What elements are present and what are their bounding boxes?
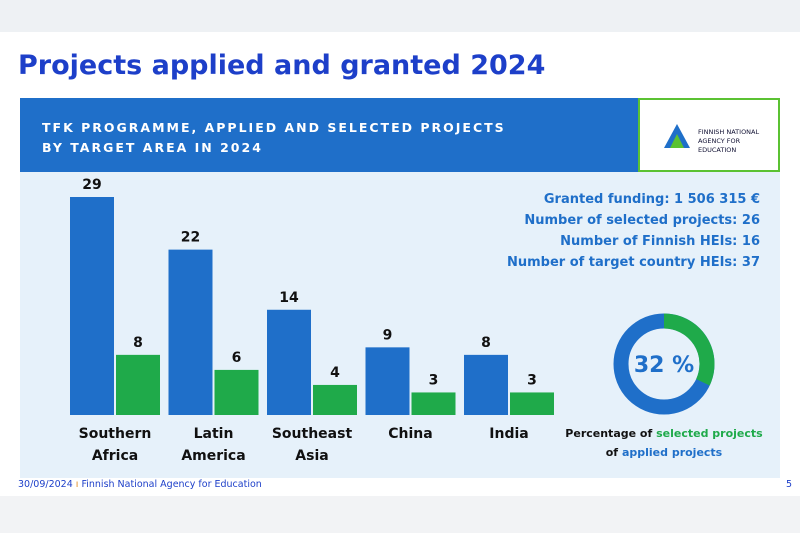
panel-header bbox=[20, 98, 640, 172]
logo-line: FINNISH NATIONAL bbox=[698, 128, 760, 136]
value-label: 8 bbox=[133, 335, 143, 351]
value-label: 3 bbox=[429, 372, 439, 388]
bar bbox=[214, 369, 259, 415]
value-label: 22 bbox=[181, 230, 200, 246]
stat-line: Number of target country HEIs: 37 bbox=[506, 255, 760, 270]
donut-caption: Percentage of selected projects of appli… bbox=[564, 424, 764, 462]
donut-label: 32 % bbox=[634, 353, 694, 378]
footer-organisation: Finnish National Agency for Education bbox=[81, 479, 262, 490]
value-label: 4 bbox=[330, 365, 340, 381]
footer: 30/09/2024 ı Finnish National Agency for… bbox=[18, 479, 262, 490]
category-label: India bbox=[489, 426, 529, 442]
caption-text: applied projects bbox=[621, 446, 723, 459]
bottom-strip bbox=[0, 496, 800, 533]
footer-separator: ı bbox=[75, 479, 79, 490]
bar bbox=[267, 309, 311, 415]
stat-line: Granted funding: 1 506 315 € bbox=[543, 192, 760, 207]
value-label: 6 bbox=[232, 350, 242, 366]
panel-title-line: BY TARGET AREA IN 2024 bbox=[42, 140, 263, 155]
bar bbox=[510, 392, 554, 415]
value-label: 3 bbox=[527, 372, 537, 388]
caption-text: of bbox=[605, 446, 619, 459]
caption-text: Percentage of bbox=[565, 427, 653, 440]
page-number: 5 bbox=[786, 479, 793, 490]
logo-text: FINNISH NATIONAL AGENCY FOR EDUCATION bbox=[698, 128, 778, 155]
panel-title-line: TFK PROGRAMME, APPLIED AND SELECTED PROJ… bbox=[42, 120, 506, 135]
donut-arc bbox=[663, 313, 715, 386]
bar bbox=[116, 354, 160, 415]
footer-date: 30/09/2024 bbox=[18, 479, 73, 490]
value-label: 8 bbox=[481, 335, 491, 351]
category-label: Southern Africa bbox=[78, 426, 152, 464]
caption-text: selected projects bbox=[656, 427, 763, 440]
logo-line: AGENCY FOR EDUCATION bbox=[698, 137, 741, 154]
category-label: Southeast Asia bbox=[271, 426, 353, 464]
bar bbox=[168, 249, 213, 415]
slide-title: Projects applied and granted 2024 bbox=[18, 50, 546, 81]
top-strip bbox=[0, 0, 800, 32]
category-label: China bbox=[388, 426, 433, 442]
logo-box: FINNISH NATIONAL AGENCY FOR EDUCATION bbox=[638, 98, 780, 172]
logo-icon bbox=[664, 124, 690, 148]
value-label: 14 bbox=[279, 290, 299, 306]
stat-line: Number of selected projects: 26 bbox=[524, 213, 760, 228]
bar bbox=[464, 354, 508, 415]
value-label: 9 bbox=[383, 327, 393, 343]
bar bbox=[411, 392, 456, 415]
bar bbox=[365, 347, 410, 415]
stat-line: Number of Finnish HEIs: 16 bbox=[560, 234, 760, 249]
bar bbox=[70, 197, 114, 415]
value-label: 29 bbox=[82, 177, 101, 193]
panel-title: TFK PROGRAMME, APPLIED AND SELECTED PROJ… bbox=[42, 118, 506, 158]
category-label: Latin America bbox=[181, 426, 246, 464]
bar bbox=[313, 384, 357, 415]
